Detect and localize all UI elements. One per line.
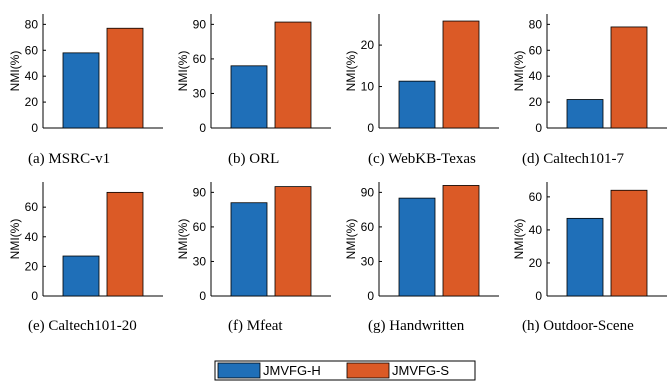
y-tick-label: 30: [193, 254, 207, 268]
bar-chart-panel: 0 20 40 60 NMI(%) (h) Outdoor-Scene: [512, 182, 667, 334]
y-tick-label: 90: [193, 185, 207, 199]
bar-jmvfg-h: [398, 80, 436, 129]
legend-label-jmvfg-h: JMVFG-H: [263, 363, 321, 378]
bar-jmvfg-s: [442, 20, 480, 129]
y-axis-label: NMI(%): [176, 219, 190, 260]
bar-jmvfg-h: [62, 255, 100, 297]
bar-jmvfg-s: [442, 185, 480, 297]
bar-jmvfg-h: [398, 197, 436, 297]
bar-chart-panel: 0 20 40 60 80 NMI(%) (d) Caltech101-7: [512, 14, 667, 167]
panel-caption: (g) Handwritten: [368, 318, 465, 334]
bar-jmvfg-s: [610, 26, 648, 129]
y-axis-label: NMI(%): [344, 219, 358, 260]
y-tick-label: 10: [361, 80, 375, 94]
bar-jmvfg-s: [274, 186, 312, 297]
y-axis-label: NMI(%): [512, 219, 526, 260]
y-tick-label: 90: [193, 17, 207, 31]
bar-chart-panel: 0 30 60 90 NMI(%) (f) Mfeat: [176, 182, 331, 334]
y-axis-label: NMI(%): [176, 51, 190, 92]
bar-jmvfg-h: [230, 65, 268, 129]
panel-caption: (b) ORL: [228, 151, 279, 167]
panel-caption: (c) WebKB-Texas: [368, 151, 476, 167]
y-tick-label: 60: [529, 190, 543, 204]
bar-chart-panel: 0 30 60 90 NMI(%) (b) ORL: [176, 14, 331, 167]
y-tick-label: 0: [535, 121, 542, 135]
y-tick-label: 40: [25, 230, 39, 244]
y-axis-label: NMI(%): [344, 51, 358, 92]
y-tick-label: 90: [361, 185, 375, 199]
y-tick-label: 0: [199, 289, 206, 303]
y-tick-label: 20: [25, 259, 39, 273]
bar-jmvfg-s: [106, 27, 144, 129]
panel-caption: (f) Mfeat: [228, 318, 283, 334]
y-axis-label: NMI(%): [8, 219, 22, 260]
y-tick-label: 0: [367, 289, 374, 303]
y-tick-label: 60: [361, 220, 375, 234]
y-tick-label: 30: [361, 254, 375, 268]
y-axis-label: NMI(%): [8, 51, 22, 92]
legend: JMVFG-H JMVFG-S: [214, 360, 476, 381]
bar-jmvfg-s: [274, 21, 312, 129]
bar-jmvfg-s: [610, 189, 648, 297]
legend-label-jmvfg-s: JMVFG-S: [392, 363, 449, 378]
y-tick-label: 0: [367, 121, 374, 135]
chart-panels: 0 20 40 60 80 NMI(%) (a) MSRC-v1 0 30 60 90 NMI(%) (…: [8, 14, 667, 334]
y-axis-label: NMI(%): [512, 51, 526, 92]
panel-caption: (a) MSRC-v1: [28, 151, 110, 167]
y-tick-label: 0: [31, 289, 38, 303]
panel-caption: (d) Caltech101-7: [522, 151, 625, 167]
bar-jmvfg-s: [106, 191, 144, 297]
y-tick-label: 60: [529, 43, 543, 57]
y-tick-label: 60: [193, 220, 207, 234]
y-tick-label: 0: [31, 121, 38, 135]
y-tick-label: 20: [25, 95, 39, 109]
bar-jmvfg-h: [566, 99, 604, 129]
y-tick-label: 40: [25, 69, 39, 83]
legend-box: [214, 360, 476, 381]
y-tick-label: 30: [193, 86, 207, 100]
y-tick-label: 40: [529, 223, 543, 237]
bar-chart-panel: 0 30 60 90 NMI(%) (g) Handwritten: [344, 182, 499, 334]
y-tick-label: 0: [535, 289, 542, 303]
y-tick-label: 0: [199, 121, 206, 135]
y-tick-label: 20: [529, 95, 543, 109]
y-tick-label: 80: [529, 17, 543, 31]
bar-jmvfg-h: [230, 202, 268, 297]
panel-caption: (h) Outdoor-Scene: [522, 318, 634, 334]
y-tick-label: 20: [529, 256, 543, 270]
y-tick-label: 40: [529, 69, 543, 83]
bar-jmvfg-h: [62, 52, 100, 129]
y-tick-label: 80: [25, 17, 39, 31]
y-tick-label: 20: [361, 38, 375, 52]
y-tick-label: 60: [25, 43, 39, 57]
bar-chart-panel: 0 20 40 60 80 NMI(%) (a) MSRC-v1: [8, 14, 163, 167]
bar-jmvfg-h: [566, 217, 604, 297]
panel-caption: (e) Caltech101-20: [28, 318, 137, 334]
y-tick-label: 60: [25, 200, 39, 214]
y-tick-label: 60: [193, 52, 207, 66]
legend-swatch-jmvfg-s: [346, 362, 390, 379]
legend-swatch-jmvfg-h: [217, 362, 261, 379]
